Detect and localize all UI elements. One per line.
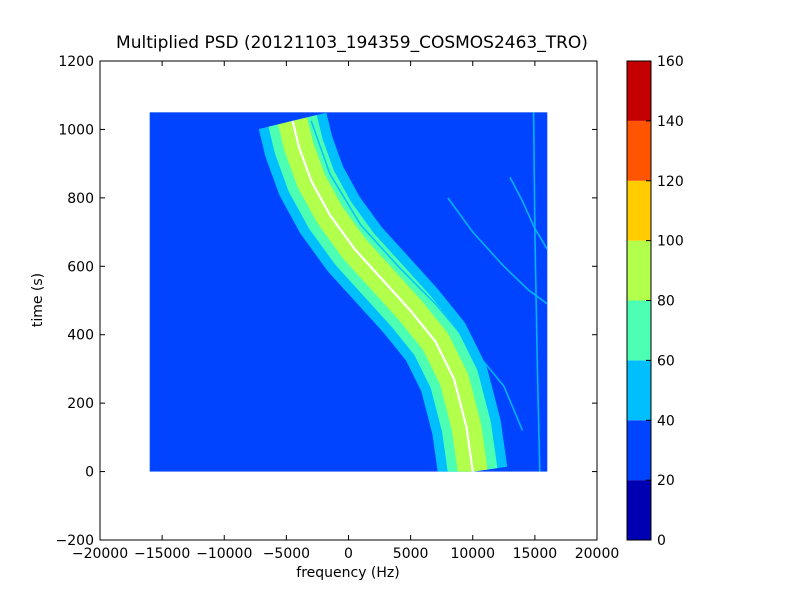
y-tick-label: 1000 (58, 122, 94, 138)
x-tick-label: 10000 (450, 546, 495, 562)
colorbar-tick-label: 120 (657, 174, 684, 190)
y-tick-label: −200 (56, 533, 94, 549)
x-tick-label: −15000 (134, 546, 190, 562)
colorbar-tick-label: 100 (657, 234, 684, 250)
y-tick-label: 600 (67, 259, 94, 275)
x-tick-label: 5000 (393, 546, 429, 562)
colorbar-tick-label: 160 (657, 54, 684, 70)
x-tick-label: −10000 (196, 546, 252, 562)
colorbar-segment (627, 120, 651, 181)
colorbar-segment (627, 180, 651, 241)
colorbar-tick-label: 40 (657, 413, 675, 429)
faint-line-3 (509, 176, 548, 250)
band-core-line (291, 120, 474, 472)
colorbar-segment (627, 480, 651, 540)
faint-line-1 (310, 120, 524, 431)
colorbar-tick-label: 80 (657, 294, 675, 310)
axes: −20000 −15000 −10000 −5000 0 5000 10000 15000 20… (56, 54, 620, 562)
colorbar-tick-label: 20 (657, 473, 675, 489)
faint-line-2 (447, 197, 548, 305)
colorbar: 0 20 40 60 80 100 120 140 160 (626, 54, 684, 549)
colorbar-tick-label: 0 (657, 533, 666, 549)
y-tick-label: 800 (67, 191, 94, 207)
x-tick-label: 15000 (513, 546, 558, 562)
plot-area (149, 112, 548, 472)
faint-line-4 (532, 112, 541, 472)
x-tick-label: 20000 (575, 546, 620, 562)
colorbar-segment (627, 61, 651, 121)
colorbar-segment (627, 360, 651, 421)
x-tick-label: −20000 (72, 546, 128, 562)
colorbar-tick-label: 60 (657, 353, 675, 369)
colorbar-segment (627, 240, 651, 301)
y-axis-label: time (s) (30, 273, 46, 327)
y-tick-label: 200 (67, 396, 94, 412)
colorbar-tick-label: 140 (657, 114, 684, 130)
chart-title: Multiplied PSD (20121103_194359_COSMOS24… (116, 33, 588, 53)
y-tick-label: 0 (85, 465, 94, 481)
x-tick-label: 0 (344, 546, 353, 562)
x-tick-label: −5000 (263, 546, 310, 562)
heatmap-traces (258, 112, 548, 472)
colorbar-segment (627, 420, 651, 481)
y-tick-label: 1200 (58, 54, 94, 70)
y-tick-label: 400 (67, 328, 94, 344)
colorbar-segment (627, 300, 651, 361)
x-axis-label: frequency (Hz) (296, 565, 399, 581)
